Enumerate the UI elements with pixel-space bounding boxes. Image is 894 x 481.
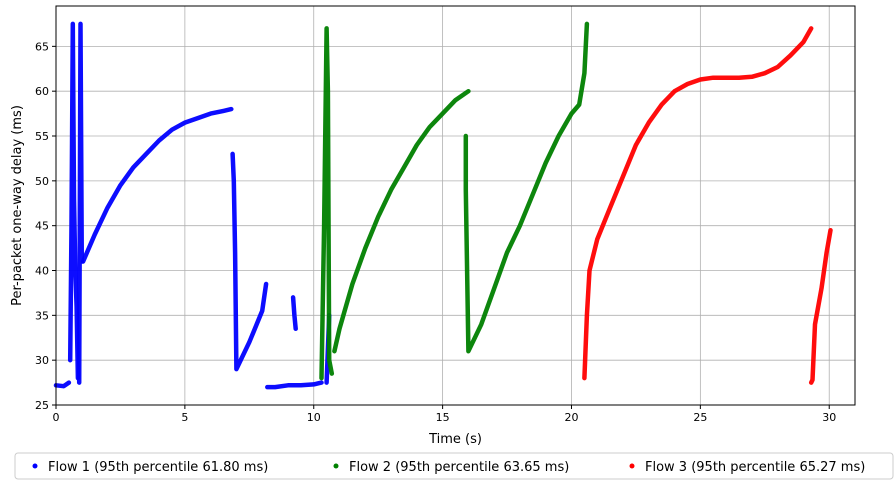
series-flow-2 <box>319 21 590 381</box>
y-tick-label: 35 <box>35 309 49 322</box>
y-tick-label: 30 <box>35 354 49 367</box>
x-tick-label: 30 <box>822 411 836 424</box>
data-points <box>319 26 335 381</box>
data-points <box>265 380 324 390</box>
x-axis-label: Time (s) <box>428 432 482 447</box>
y-tick-label: 50 <box>35 175 49 188</box>
y-tick-label: 40 <box>35 265 49 278</box>
legend-label-flow-3: Flow 3 (95th percentile 65.27 ms) <box>645 460 865 475</box>
data-points <box>230 151 269 372</box>
series-layer <box>53 21 833 390</box>
legend-frame <box>14 452 894 480</box>
grid <box>55 6 855 406</box>
y-tick-label: 45 <box>35 220 49 233</box>
data-points <box>290 295 298 332</box>
data-points <box>76 21 85 385</box>
x-tick-label: 10 <box>307 411 321 424</box>
x-tick-label: 0 <box>53 411 60 424</box>
data-points <box>53 380 72 389</box>
plot-frame <box>55 5 856 406</box>
x-tick-label: 20 <box>564 411 578 424</box>
y-tick-label: 25 <box>35 399 49 412</box>
y-tick-label: 60 <box>35 85 49 98</box>
data-points <box>808 227 833 385</box>
legend: Flow 1 (95th percentile 61.80 ms) Flow 2 … <box>14 452 894 480</box>
data-points <box>463 21 590 354</box>
legend-label-flow-2: Flow 2 (95th percentile 63.65 ms) <box>349 460 569 475</box>
legend-marker <box>629 463 635 469</box>
legend-label-flow-1: Flow 1 (95th percentile 61.80 ms) <box>48 460 268 475</box>
data-points <box>332 88 471 354</box>
legend-marker <box>32 463 38 469</box>
x-axis: 0 5 10 15 20 25 30 <box>53 405 836 424</box>
x-tick-label: 25 <box>693 411 707 424</box>
data-points <box>582 26 814 381</box>
x-tick-label: 5 <box>181 411 188 424</box>
y-axis-label: Per-packet one-way delay (ms) <box>10 105 25 306</box>
series-flow-3 <box>582 26 833 385</box>
data-points <box>67 21 81 381</box>
series-flow-1 <box>53 21 332 390</box>
y-tick-label: 65 <box>35 40 49 53</box>
y-axis: 25 30 35 40 45 50 55 60 65 <box>35 40 56 412</box>
x-tick-label: 15 <box>436 411 450 424</box>
y-tick-label: 55 <box>35 130 49 143</box>
data-points <box>80 106 234 264</box>
legend-marker <box>333 463 339 469</box>
